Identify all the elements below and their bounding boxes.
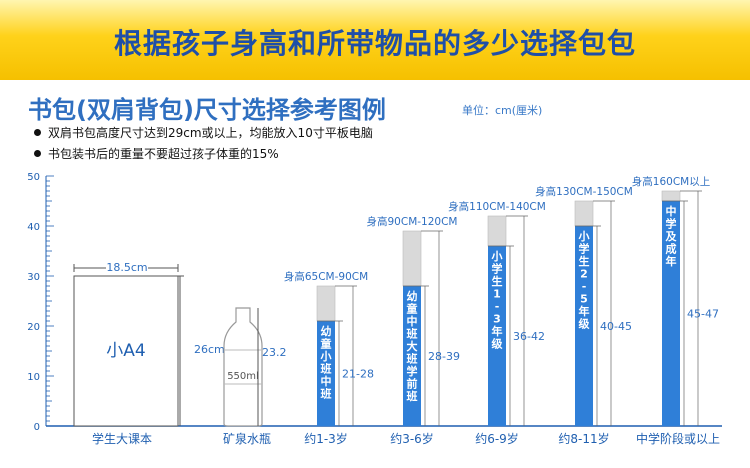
range-label: 36-42 [513,330,545,343]
bottle-icon [223,307,263,427]
bar-cap [574,200,594,227]
height-range-label: 身高110CM-140CM [448,200,546,213]
bar [575,226,593,426]
bar-cap [487,215,507,247]
y-tick-label: 50 [27,172,40,183]
bar-cap [661,190,681,202]
category-label: 约3-6岁 [390,431,434,446]
range-label: 40-45 [600,320,632,333]
bar-inner-label: 小学生 2 -5 年级 [578,229,591,331]
bar [662,201,680,426]
category-label: 约1-3岁 [304,431,348,446]
y-tick-label: 30 [27,272,40,283]
book-width-label: 18.5cm [106,261,147,274]
section-title: 书包(双肩背包)尺寸选择参考图例 [28,96,386,124]
bar [488,246,506,426]
y-tick-label: 10 [27,372,40,383]
bar-inner-label: 小学生 1 -3 年级 [491,249,504,351]
category-label: 矿泉水瓶 [223,432,271,446]
bottle-label: 550ml [227,371,259,382]
bar-inner-label: 幼童中班大班学前班 [407,289,418,403]
note-1: 双肩书包高度尺寸达到29cm或以上，均能放入10寸平板电脑 [48,126,373,140]
range-label: 28-39 [428,350,460,363]
height-range-label: 身高160CM以上 [632,175,710,188]
bar-cap [316,285,336,322]
height-range-label: 身高130CM-150CM [535,185,633,198]
bar [403,286,421,426]
category-label: 约8-11岁 [558,431,609,446]
height-range-label: 身高90CM-120CM [367,215,458,228]
book-rect [73,275,179,427]
unit-label: 单位：cm(厘米) [462,104,543,117]
bar-inner-label: 中学及成年 [666,204,678,268]
range-label: 45-47 [687,308,719,321]
y-tick-label: 0 [34,422,40,433]
page-title: 根据孩子身高和所带物品的多少选择包包 [113,27,636,60]
y-tick-label: 20 [27,322,40,333]
bullet-icon [34,150,41,157]
bar-cap [402,230,422,287]
category-label: 学生大课本 [92,431,152,446]
range-label: 21-28 [342,368,374,381]
y-tick-label: 40 [27,222,40,233]
bar [317,321,335,426]
book-label: 小A4 [106,341,145,361]
category-label: 约6-9岁 [475,431,519,446]
bar-inner-label: 幼童小班中班 [320,324,332,401]
category-label: 中学阶段或以上 [636,431,720,446]
header-banner: 根据孩子身高和所带物品的多少选择包包 [0,0,750,80]
book-height-label: 26cm [194,343,225,356]
bullet-icon [34,129,41,136]
note-2: 书包装书后的重量不要超过孩子体重的15% [48,147,279,161]
height-range-label: 身高65CM-90CM [284,270,368,283]
bottle-height-label: 23.2 [262,346,287,359]
